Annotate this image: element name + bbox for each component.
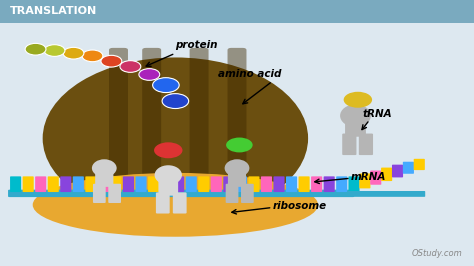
FancyBboxPatch shape xyxy=(198,176,210,192)
FancyBboxPatch shape xyxy=(173,192,187,214)
FancyBboxPatch shape xyxy=(0,0,474,23)
FancyBboxPatch shape xyxy=(93,184,106,203)
Ellipse shape xyxy=(225,159,249,177)
FancyBboxPatch shape xyxy=(226,184,238,203)
Text: amino acid: amino acid xyxy=(218,69,282,80)
FancyBboxPatch shape xyxy=(311,176,322,192)
FancyBboxPatch shape xyxy=(211,176,222,192)
FancyBboxPatch shape xyxy=(286,176,297,192)
FancyBboxPatch shape xyxy=(248,176,259,192)
Text: OStudy.com: OStudy.com xyxy=(411,249,462,258)
Circle shape xyxy=(63,47,84,59)
FancyBboxPatch shape xyxy=(381,168,392,181)
FancyBboxPatch shape xyxy=(273,176,284,192)
Text: mRNA: mRNA xyxy=(351,172,386,182)
Circle shape xyxy=(153,78,179,93)
Circle shape xyxy=(44,45,65,56)
FancyBboxPatch shape xyxy=(35,176,46,192)
FancyBboxPatch shape xyxy=(223,176,234,192)
FancyBboxPatch shape xyxy=(73,176,84,192)
FancyBboxPatch shape xyxy=(336,176,347,192)
FancyBboxPatch shape xyxy=(136,176,146,192)
FancyBboxPatch shape xyxy=(261,176,272,192)
FancyBboxPatch shape xyxy=(370,171,381,185)
FancyBboxPatch shape xyxy=(414,159,425,170)
FancyBboxPatch shape xyxy=(228,48,246,188)
FancyBboxPatch shape xyxy=(148,176,159,192)
FancyBboxPatch shape xyxy=(95,167,113,187)
FancyBboxPatch shape xyxy=(324,176,335,192)
FancyBboxPatch shape xyxy=(241,184,254,203)
FancyBboxPatch shape xyxy=(228,167,246,187)
FancyBboxPatch shape xyxy=(8,190,354,197)
FancyBboxPatch shape xyxy=(158,174,178,196)
FancyBboxPatch shape xyxy=(345,115,366,137)
FancyBboxPatch shape xyxy=(186,176,197,192)
FancyBboxPatch shape xyxy=(156,192,170,214)
FancyBboxPatch shape xyxy=(342,134,356,155)
Ellipse shape xyxy=(33,173,318,237)
FancyBboxPatch shape xyxy=(108,184,121,203)
Ellipse shape xyxy=(340,104,371,127)
FancyBboxPatch shape xyxy=(236,176,247,192)
FancyBboxPatch shape xyxy=(10,176,21,192)
Ellipse shape xyxy=(155,165,182,185)
Circle shape xyxy=(226,138,253,152)
Circle shape xyxy=(101,55,122,67)
Ellipse shape xyxy=(92,159,117,177)
FancyBboxPatch shape xyxy=(359,134,373,155)
FancyBboxPatch shape xyxy=(403,162,414,174)
FancyBboxPatch shape xyxy=(85,176,96,192)
FancyBboxPatch shape xyxy=(173,176,184,192)
FancyBboxPatch shape xyxy=(98,176,109,192)
FancyBboxPatch shape xyxy=(190,48,209,188)
Text: ribosome: ribosome xyxy=(273,201,327,211)
Circle shape xyxy=(120,61,141,72)
Ellipse shape xyxy=(43,57,308,219)
Circle shape xyxy=(82,50,103,62)
FancyBboxPatch shape xyxy=(142,48,161,188)
FancyBboxPatch shape xyxy=(161,176,172,192)
FancyBboxPatch shape xyxy=(48,176,59,192)
Circle shape xyxy=(154,142,182,158)
FancyBboxPatch shape xyxy=(109,48,128,188)
Circle shape xyxy=(162,94,189,109)
FancyBboxPatch shape xyxy=(392,165,403,177)
FancyBboxPatch shape xyxy=(348,176,360,192)
FancyBboxPatch shape xyxy=(299,176,310,192)
FancyBboxPatch shape xyxy=(359,173,371,188)
FancyBboxPatch shape xyxy=(23,176,34,192)
Circle shape xyxy=(344,92,372,108)
FancyBboxPatch shape xyxy=(347,191,425,197)
Circle shape xyxy=(25,43,46,55)
Text: TRANSLATION: TRANSLATION xyxy=(9,6,97,16)
Text: tRNA: tRNA xyxy=(363,109,392,119)
Circle shape xyxy=(139,69,160,80)
FancyBboxPatch shape xyxy=(110,176,121,192)
Text: protein: protein xyxy=(175,40,218,50)
FancyBboxPatch shape xyxy=(123,176,134,192)
FancyBboxPatch shape xyxy=(60,176,72,192)
